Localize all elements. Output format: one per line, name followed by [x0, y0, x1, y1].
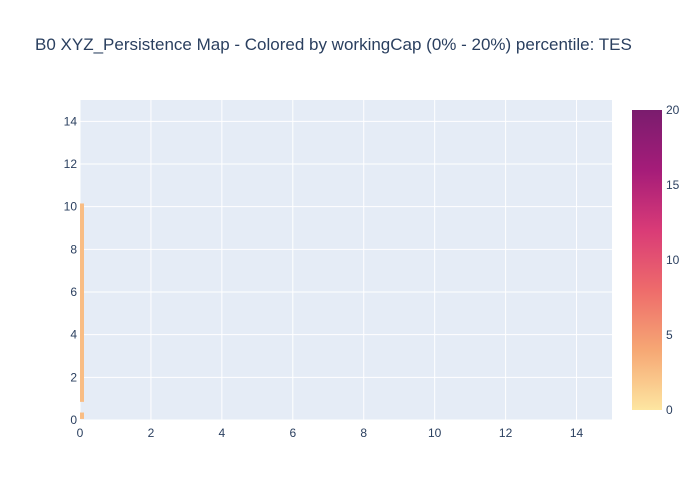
colorbar-ticks: 0 5 10 15 20 — [666, 103, 680, 417]
y-tick-label: 14 — [64, 114, 78, 128]
colorbar-tick-label: 10 — [666, 253, 680, 267]
grid-lines — [79, 100, 612, 421]
x-tick-label: 6 — [289, 426, 296, 440]
bar[interactable] — [80, 412, 84, 419]
y-tick-label: 0 — [70, 413, 77, 427]
colorbar-tick-label: 5 — [666, 328, 673, 342]
x-tick-label: 8 — [360, 426, 367, 440]
colorbar — [632, 110, 662, 410]
x-tick-label: 14 — [570, 426, 584, 440]
y-tick-label: 8 — [70, 242, 77, 256]
y-tick-label: 10 — [64, 200, 78, 214]
y-tick-label: 4 — [70, 328, 77, 342]
y-tick-label: 6 — [70, 285, 77, 299]
x-axis: 0 2 4 6 8 10 12 14 — [77, 426, 584, 440]
x-tick-label: 10 — [428, 426, 442, 440]
y-tick-label: 2 — [70, 370, 77, 384]
bar[interactable] — [80, 203, 84, 402]
x-tick-label: 4 — [219, 426, 226, 440]
plot-area — [80, 100, 612, 420]
y-tick-label: 12 — [64, 157, 78, 171]
x-tick-label: 0 — [77, 426, 84, 440]
colorbar-tick-label: 15 — [666, 178, 680, 192]
y-axis: 0 2 4 6 8 10 12 14 — [64, 114, 78, 427]
x-tick-label: 2 — [148, 426, 155, 440]
x-tick-label: 12 — [499, 426, 513, 440]
colorbar-tick-label: 0 — [666, 403, 673, 417]
chart-title: B0 XYZ_Persistence Map - Colored by work… — [35, 35, 632, 54]
bars-layer — [80, 203, 84, 419]
colorbar-tick-label: 20 — [666, 103, 680, 117]
